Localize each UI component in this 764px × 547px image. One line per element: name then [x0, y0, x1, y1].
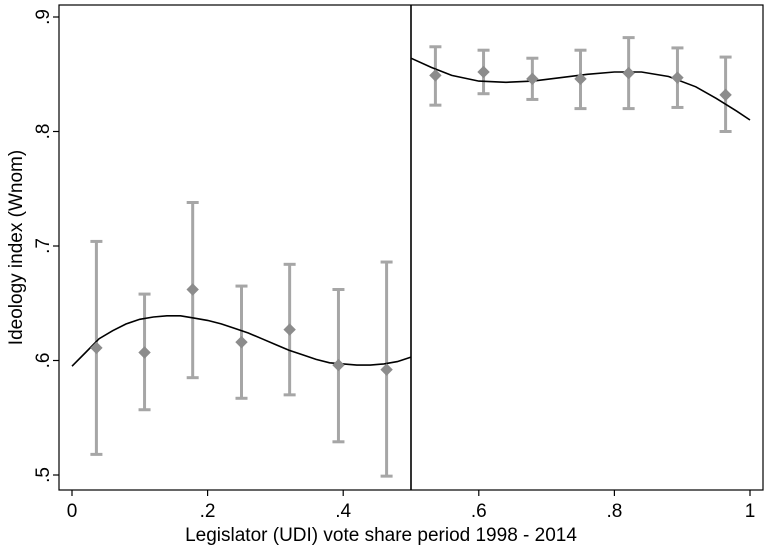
- y-tick-label: .7: [33, 238, 54, 254]
- x-tick-label: .2: [200, 501, 216, 522]
- data-point: [283, 323, 296, 336]
- y-axis: .5 .6 .7 .8 .9: [33, 9, 59, 483]
- y-tick-label: .8: [33, 124, 54, 140]
- plot-frame: [58, 4, 764, 491]
- data-points: [90, 65, 732, 376]
- data-point: [622, 66, 635, 80]
- data-point: [235, 335, 248, 349]
- y-tick-label: .6: [33, 353, 54, 369]
- fit-lines: [71, 57, 751, 367]
- data-point: [186, 283, 199, 296]
- x-tick-label: .6: [471, 501, 487, 522]
- x-tick-label: 1: [745, 501, 756, 522]
- data-point: [90, 341, 103, 355]
- data-point: [332, 358, 345, 372]
- x-axis-title: Legislator (UDI) vote share period 1998 …: [185, 525, 577, 546]
- x-tick-label: 0: [67, 501, 78, 522]
- data-point: [138, 346, 151, 359]
- y-tick-label: .9: [33, 9, 54, 25]
- data-point: [526, 72, 539, 86]
- fit-line-left: [71, 314, 412, 367]
- x-tick-label: .4: [335, 501, 351, 522]
- y-axis-title: Ideology index (Wnom): [6, 150, 27, 345]
- y-tick-label: .5: [33, 467, 54, 483]
- x-axis: 0 .2 .4 .6 .8 1: [67, 490, 756, 522]
- x-tick-label: .8: [606, 501, 622, 522]
- fit-line-right: [410, 57, 751, 121]
- data-point: [477, 65, 490, 79]
- data-point: [380, 363, 393, 376]
- data-point: [719, 88, 732, 102]
- data-point: [574, 72, 587, 86]
- data-point: [671, 71, 684, 84]
- data-point: [429, 69, 442, 82]
